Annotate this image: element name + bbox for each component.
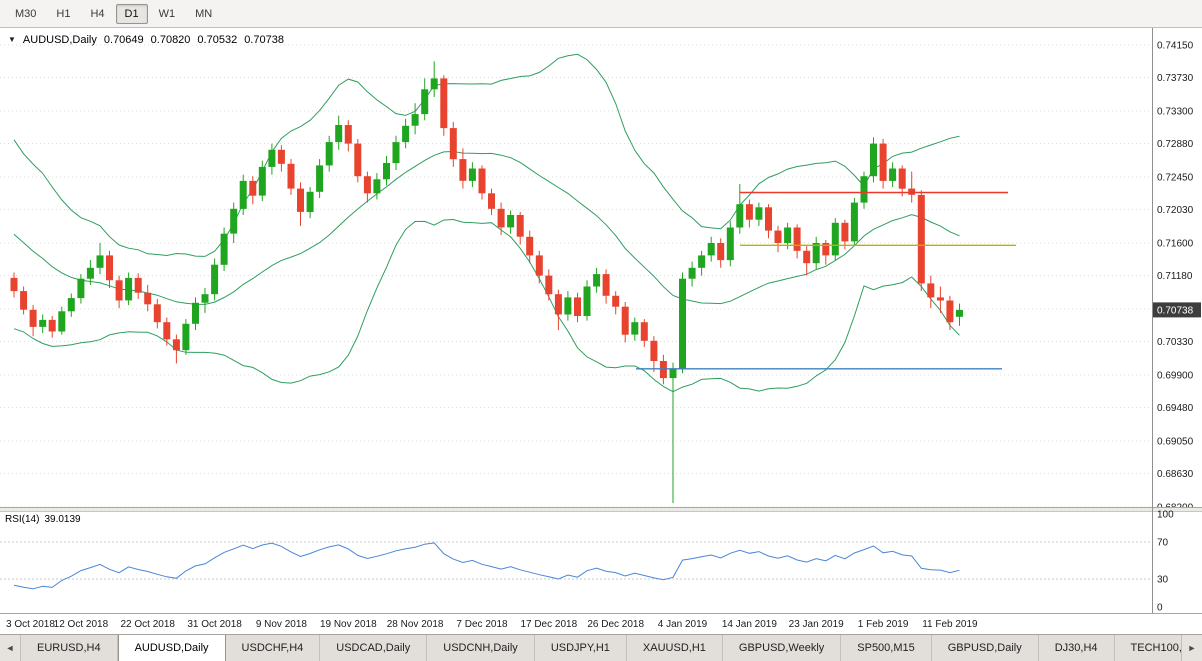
timeframe-toolbar: M30 H1 H4 D1 W1 MN [0, 0, 1202, 28]
price-chart-canvas[interactable]: 0.74150 0.73730 0.73300 0.72880 0.72450 0.720… [0, 28, 1202, 634]
svg-text:0.69900: 0.69900 [1157, 371, 1194, 382]
svg-text:0.72880: 0.72880 [1157, 139, 1194, 150]
timeframe-button-h4[interactable]: H4 [90, 7, 105, 20]
svg-text:0.71180: 0.71180 [1157, 271, 1193, 282]
svg-text:0.74150: 0.74150 [1157, 41, 1194, 52]
svg-text:0: 0 [1157, 603, 1163, 614]
ohlc-low: 0.70532 [197, 34, 238, 46]
tab-scroll-left-button[interactable]: ◄ [0, 635, 21, 661]
chart-tabs-strip: EURUSD,H4 AUDUSD,Daily USDCHF,H4 USDCAD,… [21, 635, 1181, 661]
svg-text:9 Nov 2018: 9 Nov 2018 [256, 619, 308, 630]
svg-text:0.70330: 0.70330 [1157, 337, 1194, 348]
symbol-dropdown-icon: ▼ [8, 35, 16, 44]
chart-area: 0.74150 0.73730 0.73300 0.72880 0.72450 0.720… [0, 28, 1202, 634]
svg-text:1 Feb 2019: 1 Feb 2019 [858, 619, 909, 630]
chart-tab-audusd-daily[interactable]: AUDUSD,Daily [117, 635, 226, 661]
timeframe-button-h1[interactable]: H1 [56, 7, 71, 20]
svg-text:7 Dec 2018: 7 Dec 2018 [456, 619, 508, 630]
svg-text:0.73730: 0.73730 [1157, 73, 1194, 84]
chart-tab-usdchf-h4[interactable]: USDCHF,H4 [225, 635, 321, 661]
svg-text:22 Oct 2018: 22 Oct 2018 [120, 619, 175, 630]
svg-text:17 Dec 2018: 17 Dec 2018 [520, 619, 577, 630]
svg-text:19 Nov 2018: 19 Nov 2018 [320, 619, 377, 630]
chart-header: ▼ AUDUSD,Daily 0.70649 0.70820 0.70532 0… [8, 34, 284, 46]
chart-tab-gbpusd-weekly[interactable]: GBPUSD,Weekly [722, 635, 842, 661]
rsi-indicator-header: RSI(14) 39.0139 [5, 514, 81, 525]
svg-text:0.72030: 0.72030 [1157, 205, 1194, 216]
chart-tab-xauusd-h1[interactable]: XAUUSD,H1 [626, 635, 723, 661]
ohlc-open: 0.70649 [103, 34, 144, 46]
svg-text:4 Jan 2019: 4 Jan 2019 [658, 619, 708, 630]
scroll-left-icon: ◄ [5, 643, 15, 653]
timeframe-button-w1[interactable]: W1 [158, 7, 176, 20]
svg-text:0.69050: 0.69050 [1157, 437, 1194, 448]
chart-tab-usdjpy-h1[interactable]: USDJPY,H1 [534, 635, 627, 661]
chart-tab-dj30-h4[interactable]: DJ30,H4 [1038, 635, 1115, 661]
svg-text:0.72450: 0.72450 [1157, 173, 1194, 184]
chart-tab-usdcnh-daily[interactable]: USDCNH,Daily [427, 635, 535, 661]
chart-tabs-bar: ◄ EURUSD,H4 AUDUSD,Daily USDCHF,H4 USDCA… [0, 634, 1202, 661]
timeframe-button-m30[interactable]: M30 [15, 7, 37, 20]
chart-tab-eurusd-h4[interactable]: EURUSD,H4 [21, 635, 118, 661]
chart-tab-usdcad-daily[interactable]: USDCAD,Daily [320, 635, 428, 661]
svg-text:100: 100 [1157, 510, 1174, 521]
chart-tab-gbpusd-daily[interactable]: GBPUSD,Daily [931, 635, 1039, 661]
timeframe-button-d1[interactable]: D1 [115, 3, 148, 24]
svg-text:0.73300: 0.73300 [1157, 107, 1194, 118]
svg-text:3 Oct 2018: 3 Oct 2018 [6, 619, 55, 630]
svg-text:0.71600: 0.71600 [1157, 239, 1194, 250]
ohlc-close: 0.70738 [244, 34, 284, 46]
svg-text:0.69480: 0.69480 [1157, 403, 1194, 414]
svg-text:70: 70 [1157, 537, 1169, 548]
scroll-right-icon: ► [1187, 643, 1197, 653]
svg-text:28 Nov 2018: 28 Nov 2018 [387, 619, 444, 630]
timeframe-button-mn[interactable]: MN [195, 7, 213, 20]
svg-text:14 Jan 2019: 14 Jan 2019 [722, 619, 777, 630]
ohlc-high: 0.70820 [150, 34, 191, 46]
svg-text:30: 30 [1157, 575, 1169, 586]
tab-scroll-right-button[interactable]: ► [1181, 635, 1202, 661]
svg-text:12 Oct 2018: 12 Oct 2018 [54, 619, 109, 630]
chart-tab-tech100-h1[interactable]: TECH100,H1 [1114, 635, 1181, 661]
svg-text:31 Oct 2018: 31 Oct 2018 [187, 619, 242, 630]
rsi-indicator-label: RSI(14) [5, 514, 40, 525]
svg-text:0.68630: 0.68630 [1157, 469, 1194, 480]
svg-text:26 Dec 2018: 26 Dec 2018 [587, 619, 644, 630]
rsi-indicator-value: 39.0139 [44, 514, 81, 525]
svg-text:23 Jan 2019: 23 Jan 2019 [789, 619, 844, 630]
chart-symbol-label: AUDUSD,Daily [22, 34, 97, 46]
chart-tab-sp500-m15[interactable]: SP500,M15 [841, 635, 932, 661]
svg-text:11 Feb 2019: 11 Feb 2019 [922, 619, 978, 630]
svg-text:0.70738: 0.70738 [1157, 306, 1194, 317]
